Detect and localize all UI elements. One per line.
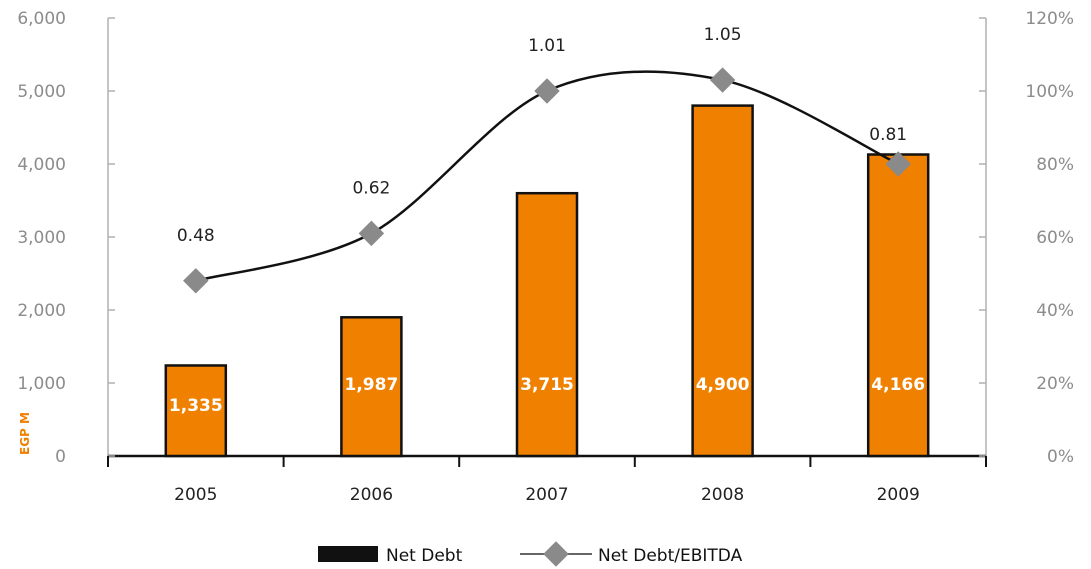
ratio-marker <box>709 67 736 93</box>
bar <box>691 104 754 458</box>
y-axis-label: EGP M <box>18 412 32 455</box>
x-tick-label: 2007 <box>525 485 568 505</box>
legend: Net Debt Net Debt/EBITDA <box>318 541 743 567</box>
x-tick-label: 2006 <box>350 485 393 505</box>
ratio-value-label: 1.05 <box>704 25 742 45</box>
ratio-marker <box>885 151 911 177</box>
legend-net-debt-swatch <box>318 546 378 562</box>
legend-ratio-label: Net Debt/EBITDA <box>598 546 743 566</box>
x-tick-label: 2005 <box>174 485 217 505</box>
left-tick-label: 5,000 <box>17 82 66 102</box>
right-tick-label: 0% <box>1047 447 1074 467</box>
ratio-value-label: 0.81 <box>869 125 907 145</box>
left-tick-label: 2,000 <box>17 301 66 321</box>
left-tick-label: 6,000 <box>17 9 66 29</box>
left-tick-label: 1,000 <box>17 374 66 394</box>
axes: 0 0% 1,000 20% 2,000 40% 3,000 60% 4,000 80% 5,000… <box>17 9 1074 505</box>
ratio-line <box>183 67 911 294</box>
bar <box>866 153 930 458</box>
ratio-value-label: 1.01 <box>528 36 566 56</box>
ratio-marker <box>183 268 209 294</box>
left-tick-label: 4,000 <box>17 155 66 175</box>
bar <box>164 364 228 458</box>
right-tick-label: 60% <box>1036 228 1074 248</box>
right-tick-label: 120% <box>1025 9 1074 29</box>
right-tick-label: 20% <box>1036 374 1074 394</box>
legend-net-debt-label: Net Debt <box>386 546 463 566</box>
bar-value-label: 4,166 <box>871 375 925 395</box>
right-tick-label: 100% <box>1025 82 1074 102</box>
data-labels: 1,335 1,987 3,715 4,900 4,166 0.48 0.62 1.01 1.0… <box>169 25 925 416</box>
left-tick-label: 0 <box>55 447 66 467</box>
ratio-marker <box>358 220 385 247</box>
right-tick-label: 40% <box>1036 301 1074 321</box>
ratio-value-label: 0.62 <box>352 178 390 198</box>
x-tick-label: 2008 <box>701 485 744 505</box>
bars <box>164 104 930 458</box>
legend-ratio-marker <box>543 541 569 567</box>
bar-value-label: 3,715 <box>520 375 574 395</box>
right-tick-label: 80% <box>1036 155 1074 175</box>
bar <box>515 191 579 458</box>
bar-value-label: 1,335 <box>169 396 223 416</box>
bar-value-label: 4,900 <box>696 375 750 395</box>
ratio-value-label: 0.48 <box>177 226 215 246</box>
ratio-marker <box>534 78 560 104</box>
bar-value-label: 1,987 <box>345 375 399 395</box>
x-tick-label: 2009 <box>877 485 920 505</box>
bar <box>340 316 403 458</box>
left-tick-label: 3,000 <box>17 228 66 248</box>
